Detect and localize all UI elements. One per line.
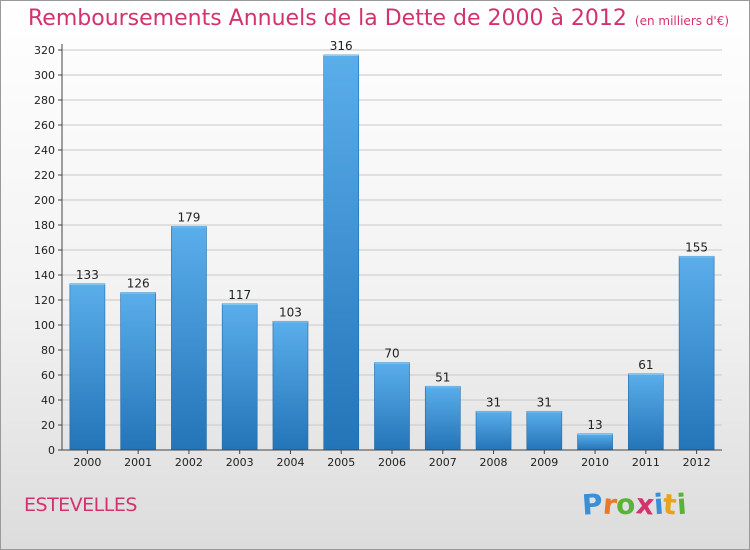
y-tick-label: 220 xyxy=(34,169,55,182)
chart-subtitle: (en milliers d'€) xyxy=(634,14,730,28)
y-tick-label: 180 xyxy=(34,219,55,232)
logo-letter: x xyxy=(634,487,656,522)
y-tick-label: 140 xyxy=(34,269,55,282)
data-label-2001: 126 xyxy=(127,277,150,291)
x-tick-label-2010: 2010 xyxy=(581,456,609,469)
data-label-2010: 13 xyxy=(587,418,602,432)
data-label-2005: 316 xyxy=(330,39,353,53)
data-label-2004: 103 xyxy=(279,305,302,319)
bar-2008 xyxy=(475,410,512,451)
logo-letter: P xyxy=(580,487,604,522)
title-text: Remboursements Annuels de la Dette de 20… xyxy=(28,6,627,31)
bar-2010 xyxy=(577,433,613,451)
y-tick-label: 40 xyxy=(41,394,55,407)
bar-2011 xyxy=(628,373,664,451)
y-tick-label: 120 xyxy=(34,294,55,307)
x-tick-label-2012: 2012 xyxy=(683,456,711,469)
data-label-2002: 179 xyxy=(177,210,200,224)
y-tick-label: 240 xyxy=(34,144,55,157)
x-tick-label-2005: 2005 xyxy=(327,456,355,469)
data-label-2003: 117 xyxy=(228,288,251,302)
logo-letter: i xyxy=(675,487,688,522)
y-tick-label: 200 xyxy=(34,194,55,207)
y-tick-label: 80 xyxy=(41,344,55,357)
x-tick-label-2006: 2006 xyxy=(378,456,406,469)
y-tick-label: 0 xyxy=(48,444,55,457)
x-tick-label-2003: 2003 xyxy=(226,456,254,469)
x-tick-label-2011: 2011 xyxy=(632,456,660,469)
y-tick-label: 320 xyxy=(34,44,55,57)
commune-name: ESTEVELLES xyxy=(24,494,137,516)
data-label-2007: 51 xyxy=(435,370,450,384)
bar-2007 xyxy=(424,385,461,451)
bar-2012 xyxy=(678,255,715,451)
x-tick-label-2004: 2004 xyxy=(276,456,304,469)
y-tick-label: 280 xyxy=(34,94,55,107)
data-label-2000: 133 xyxy=(76,268,99,282)
bar-2006 xyxy=(374,362,410,451)
y-tick-label: 20 xyxy=(41,419,55,432)
bar-2003 xyxy=(221,303,258,451)
data-label-2009: 31 xyxy=(537,395,552,409)
y-tick-label: 300 xyxy=(34,69,55,82)
bar-2004 xyxy=(272,320,309,451)
data-label-2008: 31 xyxy=(486,395,501,409)
x-tick-label-2001: 2001 xyxy=(124,456,152,469)
data-label-2006: 70 xyxy=(384,347,399,361)
y-tick-label: 260 xyxy=(34,119,55,132)
bars xyxy=(69,54,715,451)
labels: 0 20 40 60 80 100 120 140 160 180 200 220 240 260 280 3… xyxy=(34,39,711,469)
x-tick-label-2009: 2009 xyxy=(530,456,558,469)
y-tick-label: 60 xyxy=(41,369,55,382)
bar-2000 xyxy=(69,283,106,451)
y-tick-label: 160 xyxy=(34,244,55,257)
x-tick-label-2002: 2002 xyxy=(175,456,203,469)
bar-2009 xyxy=(526,410,563,451)
data-label-2011: 61 xyxy=(638,358,653,372)
axes xyxy=(58,44,722,454)
bar-2001 xyxy=(120,292,156,451)
bar-2005 xyxy=(323,54,360,451)
x-tick-label-2008: 2008 xyxy=(480,456,508,469)
bar-2002 xyxy=(171,225,207,451)
logo-letter: o xyxy=(615,487,637,522)
chart-title: Remboursements Annuels de la Dette de 20… xyxy=(28,6,729,31)
data-label-2012: 155 xyxy=(685,240,708,254)
y-tick-label: 100 xyxy=(34,319,55,332)
x-tick-label-2000: 2000 xyxy=(73,456,101,469)
x-tick-label-2007: 2007 xyxy=(429,456,457,469)
proxiti-logo: Proxiti xyxy=(580,487,688,522)
